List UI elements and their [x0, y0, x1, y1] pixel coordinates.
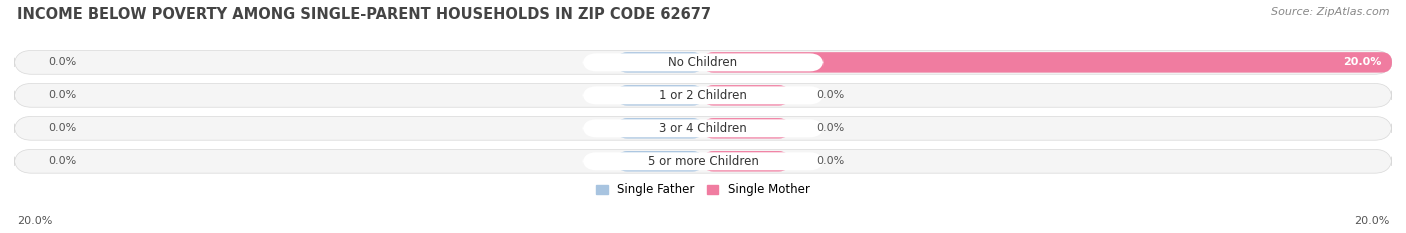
Text: 0.0%: 0.0%	[817, 123, 845, 133]
FancyBboxPatch shape	[617, 85, 703, 106]
FancyBboxPatch shape	[14, 149, 1392, 173]
FancyBboxPatch shape	[703, 151, 789, 171]
Text: INCOME BELOW POVERTY AMONG SINGLE-PARENT HOUSEHOLDS IN ZIP CODE 62677: INCOME BELOW POVERTY AMONG SINGLE-PARENT…	[17, 7, 711, 22]
Text: 0.0%: 0.0%	[817, 90, 845, 100]
Text: Source: ZipAtlas.com: Source: ZipAtlas.com	[1271, 7, 1389, 17]
Text: 5 or more Children: 5 or more Children	[648, 155, 758, 168]
FancyBboxPatch shape	[617, 52, 703, 73]
FancyBboxPatch shape	[703, 52, 1392, 73]
FancyBboxPatch shape	[617, 151, 703, 171]
Text: 0.0%: 0.0%	[48, 57, 77, 67]
Text: 20.0%: 20.0%	[1354, 216, 1389, 226]
Text: No Children: No Children	[668, 56, 738, 69]
FancyBboxPatch shape	[582, 86, 824, 104]
FancyBboxPatch shape	[703, 85, 789, 106]
FancyBboxPatch shape	[14, 116, 1392, 140]
FancyBboxPatch shape	[703, 118, 789, 139]
Text: 0.0%: 0.0%	[48, 90, 77, 100]
FancyBboxPatch shape	[617, 118, 703, 139]
Text: 3 or 4 Children: 3 or 4 Children	[659, 122, 747, 135]
FancyBboxPatch shape	[582, 53, 824, 71]
Text: 1 or 2 Children: 1 or 2 Children	[659, 89, 747, 102]
Text: 0.0%: 0.0%	[48, 156, 77, 166]
Text: 0.0%: 0.0%	[817, 156, 845, 166]
FancyBboxPatch shape	[582, 119, 824, 137]
FancyBboxPatch shape	[582, 152, 824, 170]
FancyBboxPatch shape	[14, 83, 1392, 107]
Text: 0.0%: 0.0%	[48, 123, 77, 133]
FancyBboxPatch shape	[14, 51, 1392, 74]
Text: 20.0%: 20.0%	[1343, 57, 1382, 67]
Text: 20.0%: 20.0%	[17, 216, 52, 226]
Legend: Single Father, Single Mother: Single Father, Single Mother	[592, 178, 814, 201]
